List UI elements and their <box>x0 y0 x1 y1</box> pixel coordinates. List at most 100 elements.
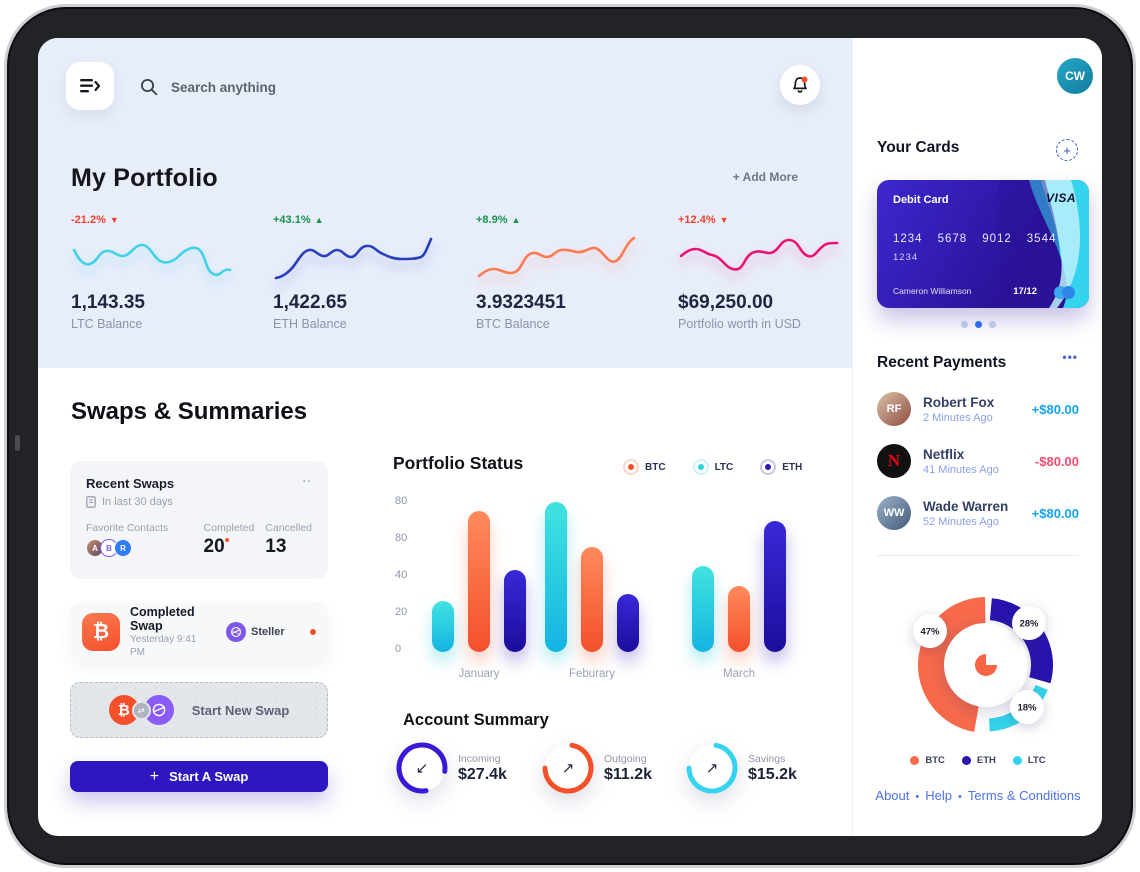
payer-avatar: RF <box>877 392 911 426</box>
pagination-dot-active[interactable] <box>974 321 982 328</box>
eth-dot <box>961 756 971 765</box>
search-icon <box>141 79 158 96</box>
completed-swap-time: Yesterday 9:41 PM <box>130 633 197 658</box>
payment-amount: +$80.00 <box>1031 505 1079 521</box>
bar-btc-march[interactable] <box>728 586 750 652</box>
notifications-button[interactable] <box>780 65 820 105</box>
bar-btc-january[interactable] <box>468 511 490 652</box>
donut-segment-btc[interactable] <box>918 597 987 732</box>
btc-dot <box>910 756 920 765</box>
bar-eth-march[interactable] <box>764 520 786 652</box>
search-bar[interactable] <box>140 74 393 100</box>
change-badge: -21.2% ▼ <box>71 214 119 226</box>
bar-ltc-january[interactable] <box>432 601 454 652</box>
favorite-contacts: Favorite Contacts A B R <box>86 522 204 557</box>
help-link[interactable]: Help <box>925 788 952 803</box>
legend-item-eth: ETH <box>961 755 996 766</box>
balance-label: Portfolio worth in USD <box>678 317 801 331</box>
start-new-swap-area[interactable]: ₿ ⇄ Start New Swap <box>70 682 328 738</box>
terms-link[interactable]: Terms & Conditions <box>967 788 1081 803</box>
pagination-dot[interactable] <box>960 321 968 328</box>
bar-eth-feburary[interactable] <box>617 593 639 652</box>
bar-eth-january[interactable] <box>504 569 526 652</box>
swap-arrows-icon: ⇄ <box>131 700 151 720</box>
card-number: 1234 5678 9012 3544 <box>893 233 1057 245</box>
summary-outgoing: ↗ Outgoing $11.2k <box>540 740 652 796</box>
balance-value: 1,422.65 <box>273 292 347 313</box>
bar-ltc-march[interactable] <box>692 565 714 652</box>
triangle-down-icon: ▼ <box>109 215 119 225</box>
x-axis-label: January <box>458 668 500 680</box>
completed-dot: • <box>224 531 230 548</box>
change-badge: +12.4% ▼ <box>678 214 729 226</box>
completed-count: Completed 20• <box>203 522 255 557</box>
balance-value: $69,250.00 <box>678 292 774 313</box>
contact-avatar[interactable]: R <box>114 539 132 557</box>
balance-label: BTC Balance <box>476 317 550 331</box>
pct-chip <box>1010 690 1044 724</box>
recent-payments-title: Recent Payments <box>877 354 1007 371</box>
recent-swaps-period: In last 30 days <box>102 496 173 508</box>
recent-payments-menu-icon[interactable]: ••• <box>1062 350 1078 364</box>
card-swoosh-decoration <box>999 180 1089 308</box>
about-link[interactable]: About <box>875 788 910 803</box>
change-badge: +43.1% ▲ <box>273 214 324 226</box>
add-card-button[interactable]: + <box>1056 139 1078 161</box>
menu-button[interactable] <box>66 62 114 110</box>
outgoing-ring: ↗ <box>540 740 596 796</box>
balance-value: 3.9323451 <box>476 292 566 313</box>
recent-swaps-menu-icon[interactable]: ·· <box>302 476 312 488</box>
balance-card-ltc[interactable]: -21.2% ▼ 1,143.35 LTC Balance <box>71 214 243 331</box>
ltc-dot <box>1012 756 1022 765</box>
start-new-swap-label: Start New Swap <box>191 702 290 718</box>
bar-chart-plot: 80 80 40 20 0 January Feburary March <box>393 490 823 680</box>
bar-group-january <box>432 500 526 652</box>
donut-legend: BTC ETH LTC <box>853 755 1102 766</box>
contact-avatar[interactable]: A <box>86 539 104 557</box>
y-axis-tick: 80 <box>395 495 408 507</box>
bar-group-feburary <box>545 500 639 652</box>
network-name: Steller <box>251 625 285 638</box>
payment-row[interactable]: RF Robert Fox 2 Minutes Ago +$80.00 <box>877 387 1079 431</box>
stellar-icon <box>226 621 246 642</box>
sparkline-usd <box>679 238 839 271</box>
pct-label-ltc: 18% <box>1017 703 1037 714</box>
debit-card[interactable]: Debit Card VISA 1234 5678 9012 3544 1234 Ca… <box>877 180 1089 308</box>
x-axis-label: March <box>723 668 755 680</box>
bar-chart-legend: BTC LTC ETH <box>623 459 802 475</box>
tablet-camera <box>15 435 20 451</box>
netflix-icon: N <box>877 444 911 478</box>
payment-row[interactable]: WW Wade Warren 52 Minutes Ago +$80.00 <box>877 491 1079 535</box>
card-expiry: 17/12 <box>1013 286 1037 297</box>
completed-swap-card[interactable]: ₿ Completed Swap Yesterday 9:41 PM Stell… <box>70 603 328 660</box>
card-type-label: Debit Card <box>893 194 949 206</box>
card-holder-name: Cameron Williamson <box>893 286 972 296</box>
donut-center-icon <box>975 654 997 676</box>
bar-btc-feburary[interactable] <box>581 547 603 652</box>
summary-incoming: ↙ Incoming $27.4k <box>394 740 507 796</box>
add-more-button[interactable]: + Add More <box>732 170 798 184</box>
payment-row[interactable]: N Netflix 41 Minutes Ago -$80.00 <box>877 439 1079 483</box>
ltc-legend-dot <box>692 459 709 475</box>
card-number-line2: 1234 <box>893 252 919 263</box>
balance-card-btc[interactable]: +8.9% ▲ 3.9323451 BTC Balance <box>476 214 648 331</box>
arrow-up-right-icon: ↗ <box>705 759 719 777</box>
bell-icon <box>793 76 808 93</box>
start-a-swap-button[interactable]: + Start A Swap <box>70 761 328 792</box>
pagination-dot[interactable] <box>988 321 996 328</box>
status-dot <box>310 628 316 635</box>
payment-amount: -$80.00 <box>1034 453 1079 469</box>
footer-links: About • Help • Terms & Conditions <box>853 788 1102 803</box>
balance-card-eth[interactable]: +43.1% ▲ 1,422.65 ETH Balance <box>273 214 445 331</box>
y-axis-tick: 0 <box>395 643 402 655</box>
bar-ltc-feburary[interactable] <box>545 502 567 652</box>
plus-icon: + <box>149 767 160 785</box>
search-input[interactable] <box>169 78 393 96</box>
swap-pair-icons: ₿ ⇄ <box>108 695 174 725</box>
incoming-ring: ↙ <box>394 740 450 796</box>
allocation-donut-chart: 47% 28% 18% <box>901 580 1071 750</box>
account-summary-title: Account Summary <box>403 711 549 729</box>
card-pagination-dots <box>853 321 1102 328</box>
user-avatar[interactable]: CW <box>1057 58 1093 94</box>
balance-card-usd[interactable]: +12.4% ▼ $69,250.00 Portfolio worth in US… <box>678 214 850 331</box>
